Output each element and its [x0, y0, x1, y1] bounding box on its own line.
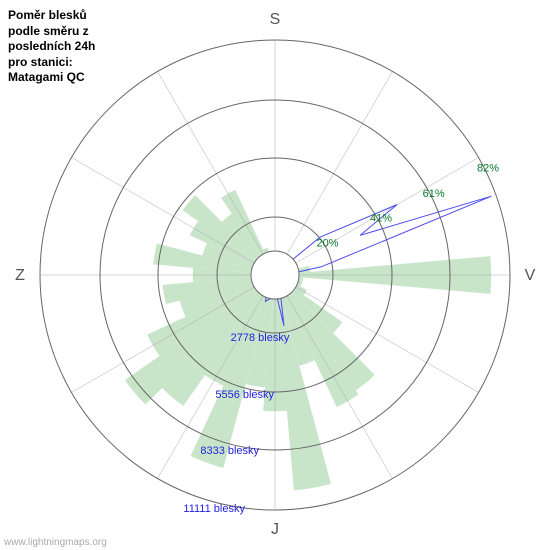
compass-label: Z [15, 267, 25, 284]
count-axis-label: 11111 blesky [183, 503, 245, 515]
count-axis-label: 8333 blesky [200, 445, 259, 457]
ratio-axis-label: 20% [317, 237, 339, 249]
compass-label: J [271, 521, 279, 538]
count-axis-label: 2778 blesky [231, 332, 290, 344]
polar-chart: S V J Z 20% 41% 61% 82% 2778 blesky 5556 blesky 83… [0, 0, 550, 550]
compass-label: V [525, 267, 536, 284]
ratio-axis-label: 41% [370, 213, 392, 225]
ratio-axis-label: 61% [423, 188, 445, 200]
count-axis-label: 5556 blesky [215, 389, 274, 401]
ratio-axis-label: 82% [477, 163, 499, 175]
center-hole [251, 251, 299, 299]
compass-label: S [270, 11, 281, 28]
